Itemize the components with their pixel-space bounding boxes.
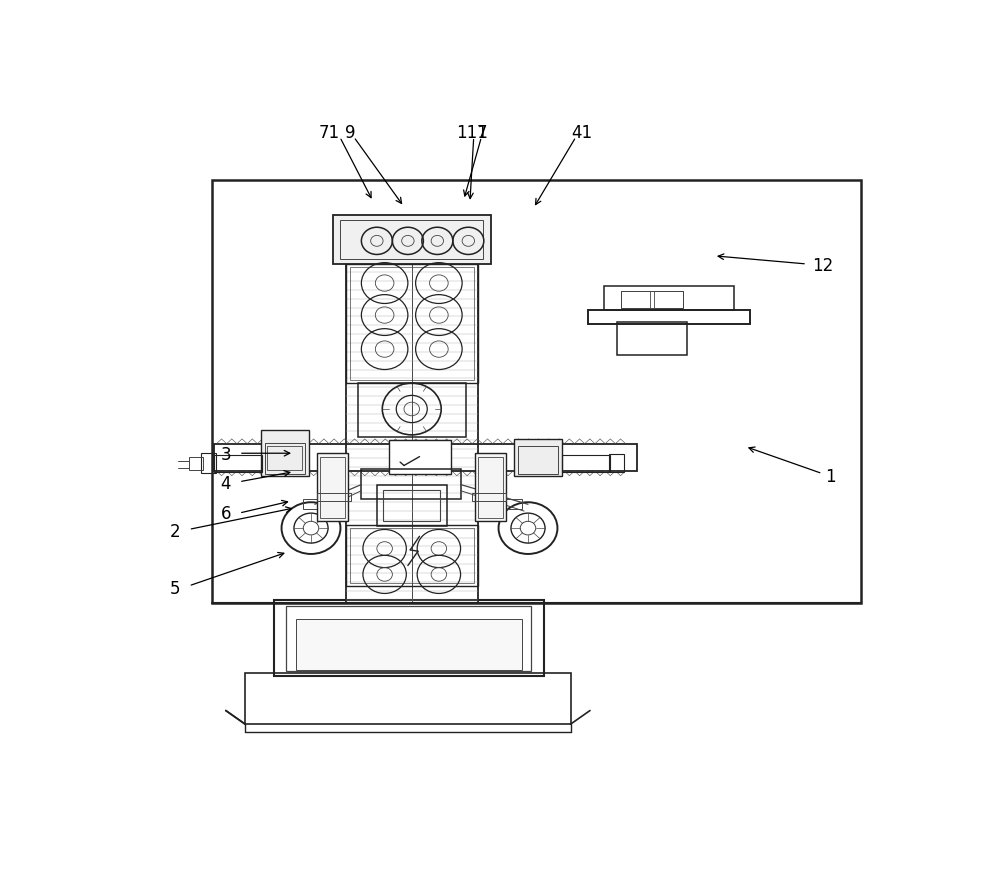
- Bar: [214, 444, 637, 471]
- Bar: [350, 267, 474, 380]
- Bar: [361, 469, 461, 499]
- Bar: [514, 439, 562, 476]
- Bar: [562, 454, 610, 471]
- Bar: [383, 490, 440, 522]
- Bar: [505, 499, 522, 509]
- Bar: [317, 453, 348, 522]
- Bar: [472, 492, 506, 501]
- Bar: [317, 492, 351, 501]
- Bar: [201, 453, 216, 473]
- Text: 4: 4: [220, 475, 231, 493]
- Bar: [478, 457, 503, 518]
- Bar: [621, 291, 650, 308]
- Bar: [303, 499, 320, 509]
- Bar: [346, 525, 478, 586]
- Bar: [346, 222, 478, 603]
- Text: 9: 9: [344, 125, 355, 142]
- Bar: [377, 485, 447, 526]
- Bar: [346, 264, 478, 383]
- Bar: [358, 383, 466, 437]
- Bar: [264, 443, 305, 474]
- Bar: [609, 453, 624, 472]
- Bar: [296, 619, 522, 670]
- Text: 7: 7: [476, 125, 487, 142]
- Bar: [286, 606, 531, 671]
- Bar: [654, 291, 683, 308]
- Bar: [214, 454, 262, 471]
- Bar: [617, 322, 687, 354]
- Bar: [388, 439, 450, 474]
- Bar: [212, 179, 861, 603]
- Text: 6: 6: [220, 506, 231, 523]
- Bar: [340, 220, 483, 259]
- Bar: [189, 457, 202, 469]
- Text: 41: 41: [572, 125, 593, 142]
- Bar: [333, 215, 491, 264]
- Bar: [604, 286, 734, 310]
- Text: 111: 111: [456, 125, 488, 142]
- Bar: [245, 673, 571, 724]
- Text: 1: 1: [825, 468, 836, 486]
- Bar: [320, 457, 345, 518]
- Text: 71: 71: [318, 125, 339, 142]
- Bar: [350, 528, 474, 583]
- Text: 12: 12: [812, 257, 833, 275]
- Bar: [588, 310, 750, 324]
- Text: 3: 3: [220, 446, 231, 463]
- Bar: [267, 446, 302, 470]
- Bar: [475, 453, 506, 522]
- Bar: [261, 431, 309, 476]
- Bar: [274, 600, 544, 676]
- Text: 2: 2: [170, 522, 181, 540]
- Bar: [518, 446, 558, 474]
- Text: 5: 5: [170, 581, 181, 598]
- Bar: [621, 291, 683, 308]
